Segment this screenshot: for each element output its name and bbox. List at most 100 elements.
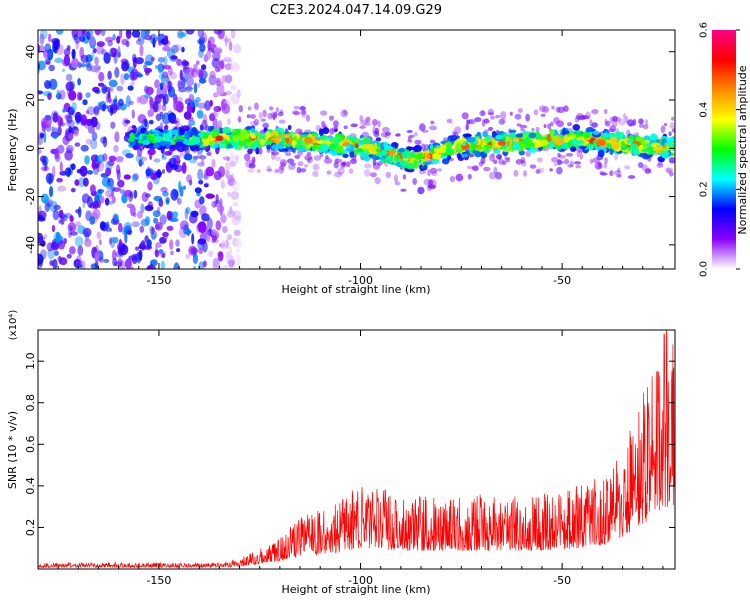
signal-blob bbox=[226, 143, 233, 149]
signal-blob bbox=[358, 139, 366, 145]
halo-blob bbox=[377, 120, 381, 128]
noise-blob bbox=[216, 205, 225, 213]
noise-blob bbox=[97, 188, 105, 194]
halo-blob bbox=[364, 163, 372, 169]
colorbar: 0.0 0.2 0.4 0.6 Normalized spectral amplitu… bbox=[699, 22, 750, 277]
snr-marks bbox=[37, 329, 676, 569]
noise-blob bbox=[149, 33, 158, 45]
halo-blob bbox=[247, 169, 255, 173]
signal-blob bbox=[528, 132, 537, 139]
noise-blob bbox=[182, 59, 187, 70]
halo-blob bbox=[258, 112, 263, 119]
noise-blob bbox=[205, 230, 211, 242]
signal-blob bbox=[447, 155, 452, 160]
halo-blob bbox=[490, 115, 495, 120]
signal-blob bbox=[597, 149, 605, 158]
noise-blob bbox=[214, 66, 221, 73]
halo-blob bbox=[374, 177, 381, 185]
halo-blob bbox=[519, 124, 528, 129]
signal-blob bbox=[512, 143, 521, 151]
signal-blob bbox=[482, 131, 488, 138]
noise-blob bbox=[62, 108, 66, 113]
noise-blob bbox=[201, 119, 208, 131]
noise-blob bbox=[147, 109, 154, 117]
noise-blob bbox=[204, 100, 212, 111]
halo-blob bbox=[299, 106, 306, 111]
halo-blob bbox=[293, 111, 301, 116]
noise-blob bbox=[222, 226, 228, 233]
signal-blob bbox=[381, 149, 387, 156]
noise-blob bbox=[217, 106, 222, 112]
noise-blob bbox=[185, 206, 191, 215]
noise-blob bbox=[105, 86, 114, 93]
halo-blob bbox=[333, 120, 339, 127]
noise-blob bbox=[131, 221, 140, 228]
signal-blob bbox=[455, 142, 461, 151]
halo-blob bbox=[567, 122, 572, 127]
halo-blob bbox=[666, 168, 672, 174]
halo-blob bbox=[412, 178, 418, 185]
noise-blob bbox=[206, 50, 211, 60]
noise-blob bbox=[228, 259, 236, 266]
halo-blob bbox=[500, 111, 507, 119]
halo-blob bbox=[598, 161, 602, 168]
halo-blob bbox=[575, 164, 581, 169]
signal-blob bbox=[266, 144, 271, 150]
signal-blob bbox=[610, 141, 620, 146]
noise-blob bbox=[105, 190, 112, 197]
halo-blob bbox=[478, 161, 484, 167]
halo-blob bbox=[663, 122, 668, 127]
halo-blob bbox=[325, 155, 329, 160]
noise-blob bbox=[43, 166, 47, 172]
signal-blob bbox=[664, 141, 673, 146]
signal-blob bbox=[346, 144, 351, 149]
noise-blob bbox=[151, 232, 156, 241]
halo-blob bbox=[238, 105, 244, 113]
signal-blob bbox=[375, 137, 382, 142]
noise-blob bbox=[58, 219, 62, 224]
signal-blob bbox=[409, 152, 416, 159]
signal-blob bbox=[585, 126, 594, 133]
noise-blob bbox=[116, 85, 124, 92]
halo-blob bbox=[529, 164, 537, 169]
noise-blob bbox=[58, 209, 64, 219]
signal-blob bbox=[278, 141, 285, 150]
halo-blob bbox=[413, 132, 418, 137]
halo-blob bbox=[279, 159, 287, 167]
noise-blob bbox=[116, 35, 121, 44]
halo-blob bbox=[644, 119, 649, 126]
noise-blob bbox=[230, 191, 240, 200]
noise-blob bbox=[93, 106, 100, 115]
noise-blob bbox=[144, 205, 154, 212]
noise-blob bbox=[186, 227, 190, 237]
signal-blob bbox=[493, 149, 501, 154]
noise-blob bbox=[111, 190, 114, 198]
halo-blob bbox=[638, 123, 645, 128]
noise-blob bbox=[54, 57, 64, 64]
noise-blob bbox=[62, 58, 71, 67]
noise-blob bbox=[167, 110, 174, 118]
x-tick-label: -50 bbox=[553, 574, 571, 587]
signal-blob bbox=[644, 139, 651, 144]
signal-blob bbox=[571, 138, 577, 144]
halo-blob bbox=[402, 174, 407, 180]
halo-blob bbox=[515, 159, 523, 165]
signal-blob bbox=[284, 133, 291, 139]
halo-blob bbox=[260, 118, 266, 122]
halo-blob bbox=[328, 115, 335, 121]
halo-blob bbox=[669, 122, 675, 129]
noise-blob bbox=[150, 56, 155, 62]
noise-blob bbox=[38, 232, 44, 244]
halo-blob bbox=[429, 125, 437, 131]
halo-blob bbox=[472, 165, 479, 171]
noise-blob bbox=[170, 188, 179, 201]
noise-blob bbox=[160, 115, 166, 120]
spectrogram-frame bbox=[37, 29, 676, 270]
noise-blob bbox=[121, 61, 130, 72]
halo-blob bbox=[278, 165, 284, 174]
halo-blob bbox=[578, 149, 583, 153]
noise-blob bbox=[235, 249, 241, 253]
signal-blob bbox=[373, 142, 378, 151]
noise-blob bbox=[89, 216, 95, 225]
noise-blob bbox=[111, 249, 117, 261]
